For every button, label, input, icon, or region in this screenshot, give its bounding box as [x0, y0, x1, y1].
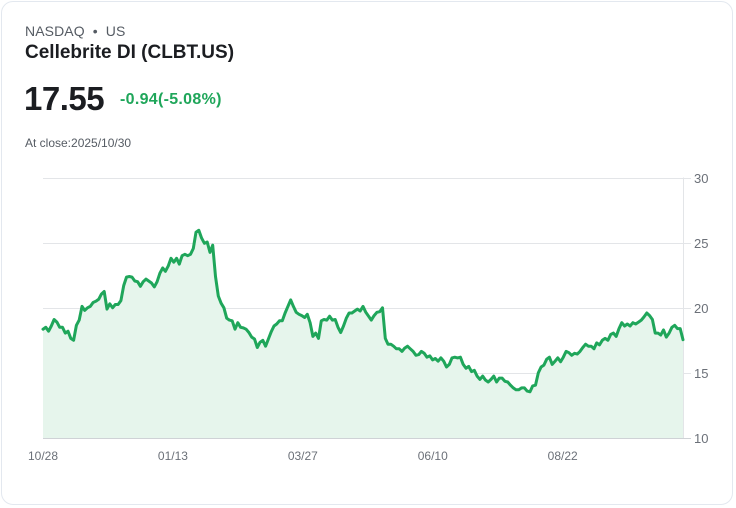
current-price: 17.55	[24, 80, 105, 117]
separator-dot: •	[92, 23, 98, 39]
exchange-name: NASDAQ	[25, 23, 85, 39]
y-tick-label: 30	[694, 171, 708, 186]
y-tick-label: 10	[694, 431, 708, 446]
x-tick-label: 03/27	[288, 449, 318, 463]
x-axis: 10/28 01/13 03/27 06/10 08/22	[28, 449, 578, 463]
x-tick-label: 08/22	[548, 449, 578, 463]
price-line[interactable]	[41, 228, 685, 394]
at-close-timestamp: At close:2025/10/30	[25, 136, 132, 150]
y-tick-label: 20	[694, 301, 708, 316]
stock-title: Cellebrite DI (CLBT.US)	[25, 42, 235, 63]
y-tick-label: 25	[694, 236, 708, 251]
price-area-fill	[43, 230, 683, 438]
y-tick-label: 15	[694, 366, 708, 381]
region-name: US	[105, 23, 126, 39]
x-tick-label: 01/13	[158, 449, 188, 463]
price-change: -0.94(-5.08%)	[120, 91, 222, 108]
exchange-info: NASDAQ • US	[25, 23, 125, 39]
x-tick-label: 06/10	[418, 449, 448, 463]
x-tick-label: 10/28	[28, 449, 58, 463]
y-axis: 30 25 20 15 10	[694, 171, 708, 446]
